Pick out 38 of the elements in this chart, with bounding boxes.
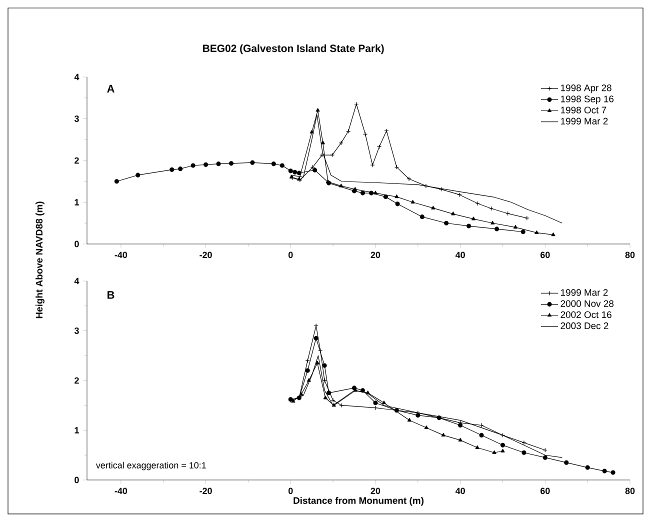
y-tick-label: 2	[74, 157, 79, 164]
chart-title: BEG02 (Galveston Island State Park)	[203, 44, 384, 54]
y-tick-label: 3	[74, 328, 79, 334]
legend-label: 2000 Nov 28	[560, 300, 614, 307]
x-tick-label: 60	[540, 252, 550, 258]
legend-label: 2003 Dec 2	[560, 322, 608, 330]
legend-label: 1998 Sep 16	[561, 96, 614, 104]
y-tick-label: 0	[74, 476, 79, 484]
x-axis-title: Distance from Monument (m)	[294, 496, 424, 506]
x-tick-label: 40	[455, 252, 465, 258]
x-tick-label: 0	[288, 488, 293, 494]
x-tick-label: 40	[455, 488, 465, 494]
x-tick-label: 80	[625, 488, 635, 494]
x-tick-label: 60	[540, 488, 550, 494]
y-tick-label: 1	[74, 427, 79, 434]
legend-label: 1999 Mar 2	[561, 118, 608, 124]
x-tick-label: -40	[114, 488, 128, 494]
y-tick-label: 4	[74, 278, 80, 284]
y-tick-label: 3	[74, 116, 79, 122]
legend-label: 2002 Oct 16	[560, 311, 612, 318]
annotation: B	[108, 291, 114, 299]
legend-label: 1998 Apr 28	[561, 84, 612, 94]
legend-label: 1998 Oct 7	[561, 106, 606, 114]
x-tick-label: 80	[625, 252, 635, 258]
y-tick-label: 2	[74, 377, 79, 384]
x-tick-label: 0	[288, 252, 293, 258]
annotation: vertical exaggeration = 10:1	[96, 462, 206, 470]
x-tick-label: -20	[200, 488, 212, 494]
legend-label: 1999 Mar 2	[561, 289, 608, 296]
x-tick-label: -40	[114, 252, 128, 258]
x-tick-label: -20	[200, 252, 212, 258]
annotation: A	[107, 84, 114, 92]
x-tick-label: 20	[370, 252, 380, 258]
y-axis-title: Height Above NAVD88 (m)	[36, 202, 44, 318]
y-tick-label: 4	[74, 74, 80, 80]
y-tick-label: 0	[74, 240, 79, 248]
y-tick-label: 1	[74, 199, 79, 206]
x-tick-label: 20	[370, 488, 380, 494]
